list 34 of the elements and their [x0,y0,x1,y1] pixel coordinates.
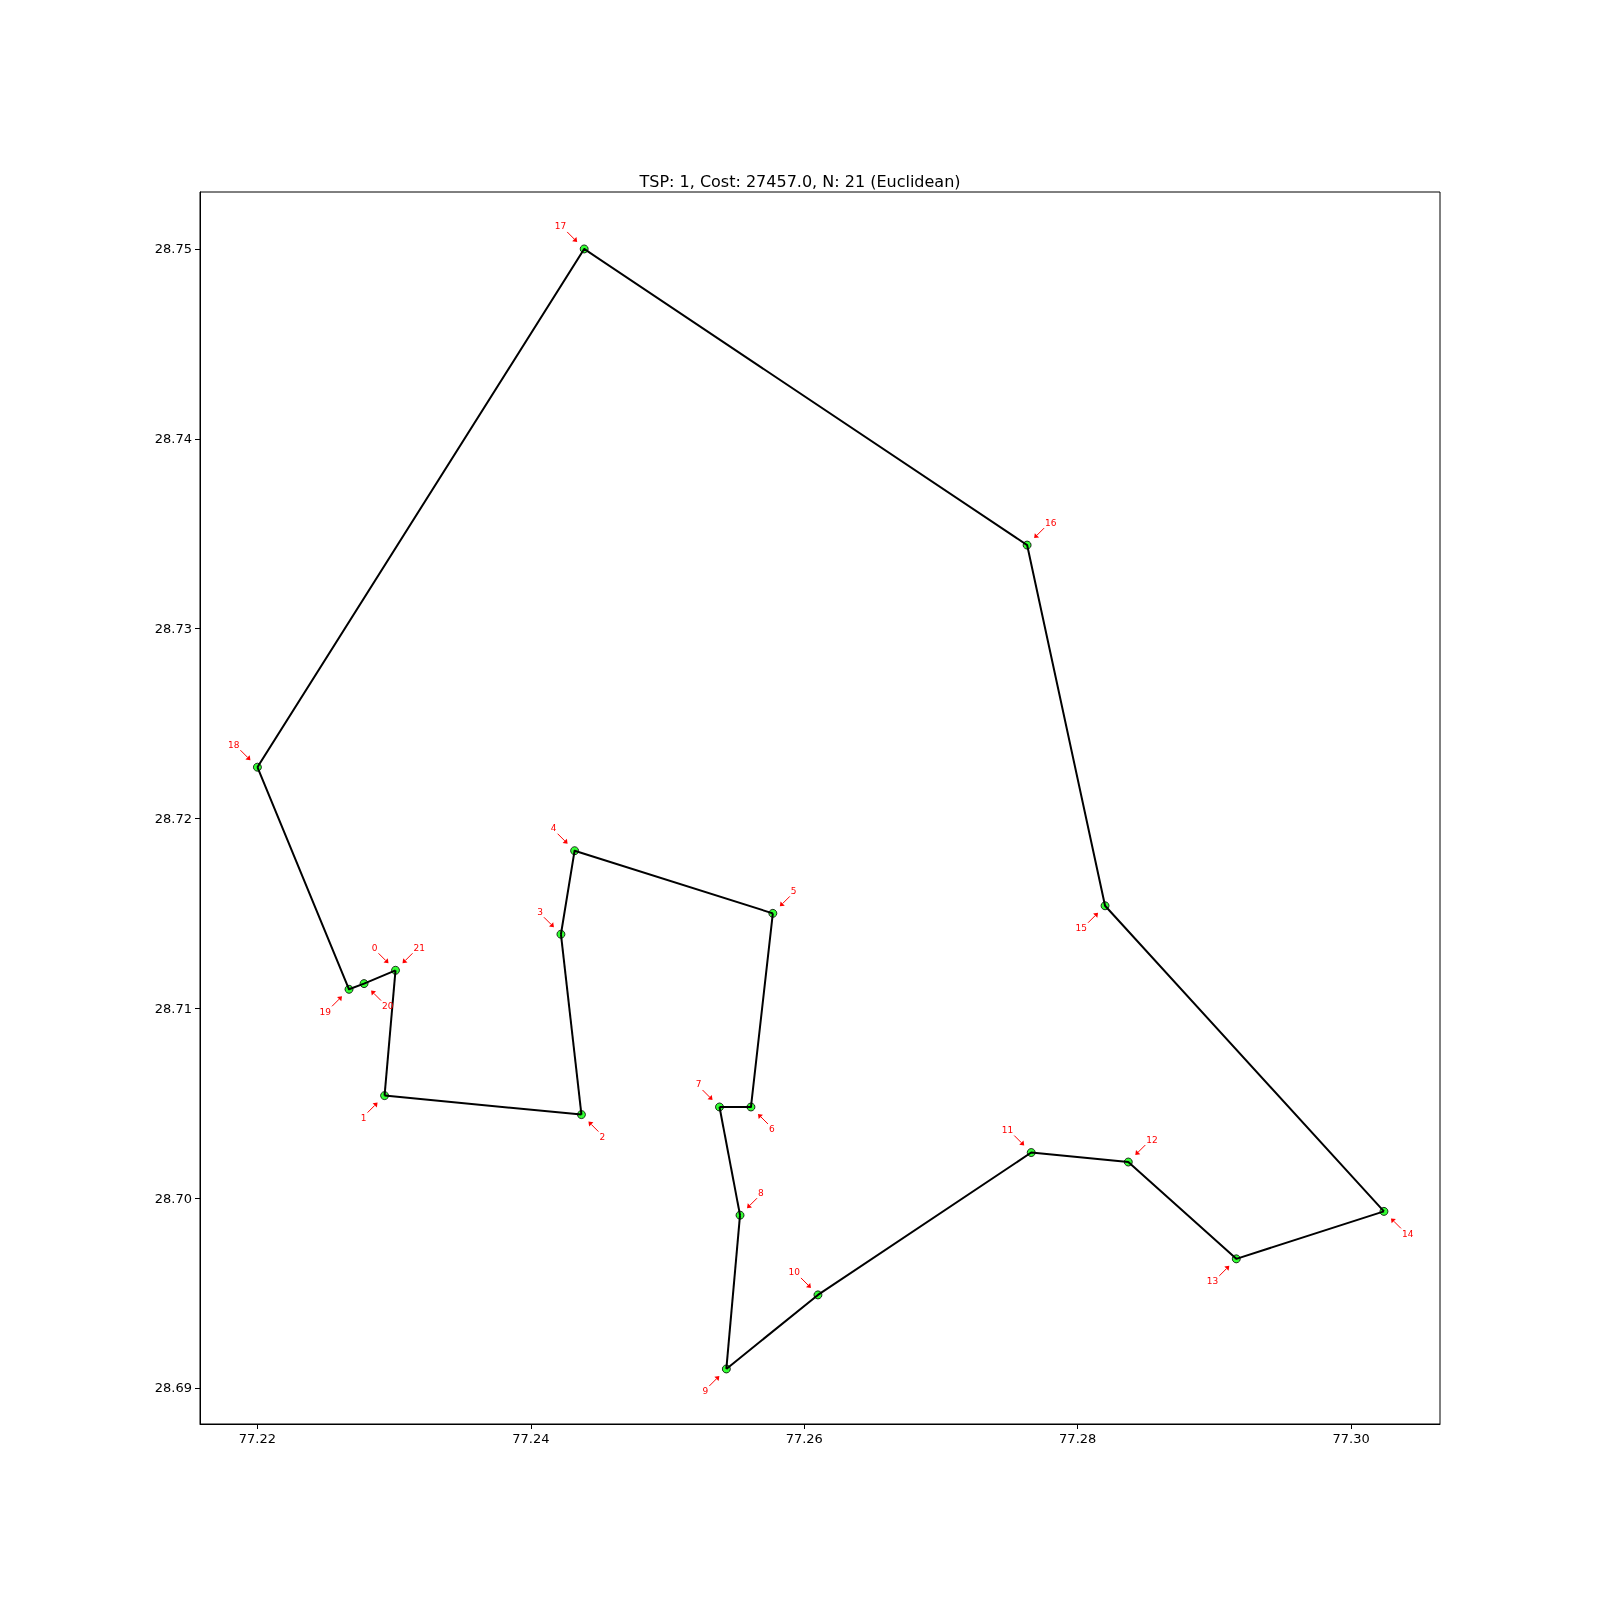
annotation: 18 [227,739,240,750]
x-tick-label: 77.28 [1059,1431,1097,1446]
annotation: 6 [768,1124,775,1135]
annotation: 8 [758,1187,765,1198]
annotation: 16 [1045,517,1057,528]
annotation: 10 [788,1267,801,1278]
annotation: 14 [1401,1228,1414,1239]
annotation: 2 [599,1132,606,1143]
y-tick-label: 28.69 [154,1380,192,1396]
x-tick-label: 77.22 [238,1431,277,1446]
annotation: 4 [550,823,557,834]
annotation: 21 [413,942,425,953]
y-tick-label: 28.74 [154,431,192,447]
annotation: 17 [554,221,567,232]
chart-title: TSP: 1, Cost: 27457.0, N: 21 (Euclidean) [638,171,961,191]
annotation: 15 [1075,923,1088,934]
x-tick-label: 77.30 [1332,1431,1370,1446]
annotation: 12 [1146,1134,1158,1145]
x-tick-label: 77.24 [512,1431,550,1446]
y-tick-label: 28.70 [154,1190,192,1206]
annotation: 9 [702,1386,709,1397]
annotation: 13 [1206,1276,1219,1287]
annotation: 19 [319,1006,332,1017]
annotation: 0 [371,942,378,953]
annotation: 3 [537,906,543,917]
y-tick-label: 28.72 [154,810,192,826]
annotation: 1 [360,1113,367,1124]
y-tick-label: 28.71 [154,1000,192,1016]
annotation: 7 [695,1079,702,1090]
annotation: 5 [790,885,797,896]
y-tick-label: 28.73 [154,621,192,637]
annotation: 11 [1001,1125,1014,1136]
x-tick-label: 77.26 [785,1431,823,1446]
y-tick-label: 28.75 [154,241,192,257]
